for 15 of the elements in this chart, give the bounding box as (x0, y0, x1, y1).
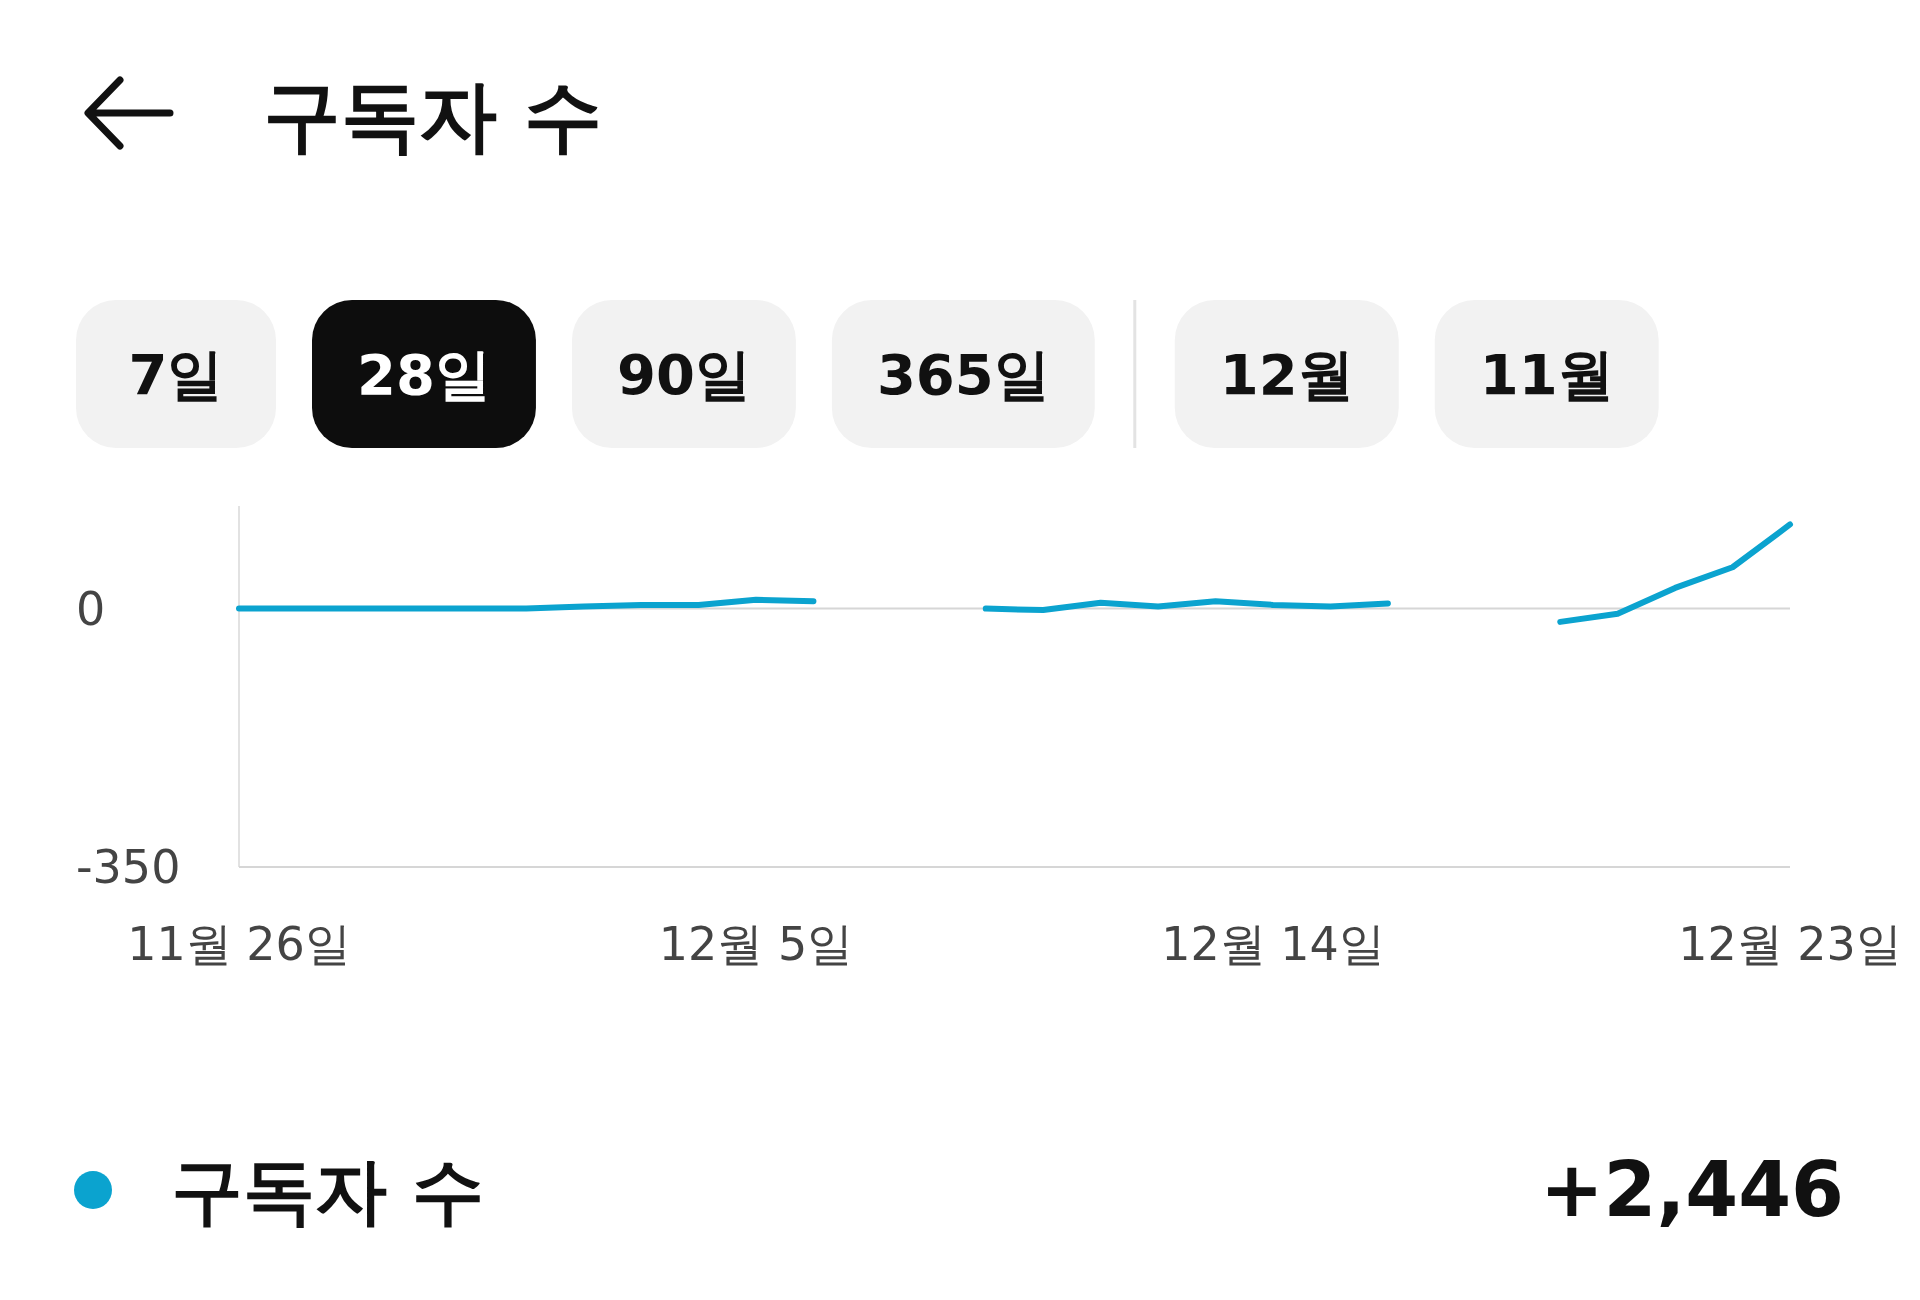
y-tick-label: 0 (76, 581, 106, 636)
text: +2,446 (1539, 1145, 1844, 1234)
text: 12월 (1219, 342, 1354, 407)
text: 7일 (128, 342, 224, 407)
text: 28일 (357, 342, 491, 407)
x-tick-label: 12월 23일 (1678, 917, 1902, 971)
legend-label: 구독자 수 (171, 1149, 485, 1233)
text: 90일 (616, 342, 751, 407)
text: 365일 (876, 342, 1050, 407)
x-tick-label: 12월 5일 (658, 917, 854, 971)
y-tick-label: -350 (76, 840, 181, 894)
chart-title: 구독자 수 (263, 71, 603, 161)
x-tick-label: 11월 26일 (127, 917, 351, 971)
x-tick-label: 12월 14일 (1161, 917, 1385, 971)
text: 11월 (1479, 342, 1614, 407)
